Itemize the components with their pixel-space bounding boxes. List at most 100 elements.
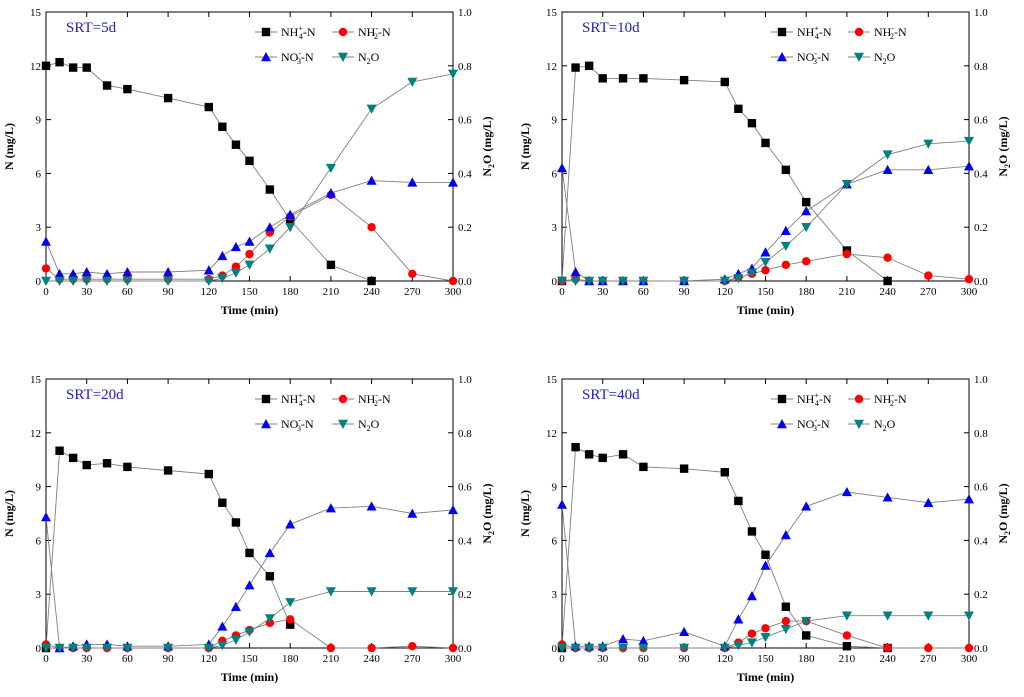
data-point-nh4 xyxy=(639,462,648,472)
y2-axis-label: N2O (mg/L) xyxy=(480,483,496,543)
data-point-n2o xyxy=(81,276,92,286)
data-point-nh4 xyxy=(571,442,580,452)
y-tick-label: 3 xyxy=(552,222,558,234)
y2-tick-label: 1.0 xyxy=(458,374,472,386)
y2-tick-label: 0.4 xyxy=(458,168,472,180)
data-point-n2o xyxy=(801,223,812,233)
x-tick-label: 90 xyxy=(679,653,691,665)
x-tick-label: 30 xyxy=(597,653,609,665)
y2-tick-label: 0.4 xyxy=(458,535,472,547)
data-point-no3 xyxy=(841,486,852,497)
x-tick-label: 150 xyxy=(757,286,774,298)
y-tick-label: 3 xyxy=(552,589,558,601)
legend-item-no3: NO-3-N xyxy=(771,49,830,66)
data-point-n2o xyxy=(163,276,174,286)
data-point-nh2 xyxy=(781,616,791,626)
legend-marker-nh2 xyxy=(338,394,348,404)
data-point-n2o xyxy=(719,276,730,286)
data-point-nh4 xyxy=(618,74,628,83)
data-point-n2o xyxy=(760,257,771,268)
y2-tick-label: 0.2 xyxy=(974,589,988,601)
legend-label-no3: NO-3-N xyxy=(797,416,830,433)
data-point-nh4 xyxy=(761,550,770,559)
data-point-nh4 xyxy=(326,260,336,270)
panel-srt-20d: 0 30 60 90 120 150 180 210 240 270 300 0 3 6 9 12 15 0.0 0… xyxy=(2,374,496,684)
data-point-nh4 xyxy=(584,450,594,459)
data-point-no3 xyxy=(41,512,51,522)
data-point-no3 xyxy=(81,267,92,277)
data-point-no3 xyxy=(407,177,418,187)
x-tick-label: 180 xyxy=(282,653,299,665)
x-tick-label: 240 xyxy=(879,286,896,298)
data-point-nh2 xyxy=(761,624,770,633)
legend-label-no3: NO-3-N xyxy=(797,49,830,66)
legend-marker-no3 xyxy=(777,52,787,62)
data-point-n2o xyxy=(366,104,377,114)
data-point-n2o xyxy=(203,643,214,653)
data-point-nh4 xyxy=(123,462,132,472)
y-tick-label: 6 xyxy=(36,535,42,547)
y-tick-label: 9 xyxy=(36,115,42,127)
legend-item-no3: NO-3-N xyxy=(771,416,830,433)
legend-label-nh2: NH-2-N xyxy=(358,24,391,41)
y-tick-label: 0 xyxy=(552,276,558,288)
x-axis-label: Time (min) xyxy=(221,303,278,317)
data-point-n2o xyxy=(68,643,79,653)
legend-marker-nh4 xyxy=(261,27,271,37)
x-tick-label: 300 xyxy=(961,286,978,298)
x-tick-label: 270 xyxy=(404,286,421,298)
data-point-n2o xyxy=(638,643,649,653)
data-point-n2o xyxy=(325,163,336,174)
legend-marker-no3 xyxy=(777,419,787,429)
data-point-n2o xyxy=(719,643,730,653)
y2-tick-label: 0.2 xyxy=(974,222,988,234)
y2-tick-label: 0.2 xyxy=(458,222,472,234)
data-point-no3 xyxy=(801,206,812,216)
legend-item-nh4: NH+ 4-N xyxy=(255,391,316,408)
y2-tick-label: 0.2 xyxy=(458,589,472,601)
y-tick-label: 0 xyxy=(36,643,42,655)
data-point-no3 xyxy=(230,241,241,252)
data-point-nh2 xyxy=(747,629,757,638)
y2-tick-label: 0.0 xyxy=(974,643,988,655)
y2-tick-label: 0.0 xyxy=(974,276,988,288)
y-tick-label: 6 xyxy=(552,168,558,180)
x-tick-label: 240 xyxy=(363,653,380,665)
data-point-n2o xyxy=(203,276,214,286)
series-line-nh4 xyxy=(561,446,888,649)
data-point-no3 xyxy=(679,626,690,637)
data-point-nh2 xyxy=(964,643,974,653)
panel-srt-40d: 0 30 60 90 120 150 180 210 240 270 300 0 3 6 9 12 15 0.0 0… xyxy=(518,374,1012,684)
plot-area xyxy=(557,61,974,286)
y-tick-label: 6 xyxy=(36,168,42,180)
data-point-no3 xyxy=(54,268,65,279)
legend-label-no3: NO-3-N xyxy=(281,49,314,66)
data-point-no3 xyxy=(746,590,757,601)
panel-title: SRT=20d xyxy=(66,387,124,403)
data-point-no3 xyxy=(923,164,934,175)
legend-label-nh4: NH+ 4-N xyxy=(281,24,316,41)
data-point-n2o xyxy=(102,276,113,286)
x-tick-label: 120 xyxy=(201,653,218,665)
data-point-n2o xyxy=(597,643,608,653)
legend-item-nh2: NH-2-N xyxy=(332,391,391,408)
legend: NH+ 4-N NH-2-N NO-3-N N2O xyxy=(255,391,391,433)
panel-title: SRT=5d xyxy=(66,20,117,36)
legend-marker-n2o xyxy=(854,52,864,62)
data-point-no3 xyxy=(285,209,296,219)
data-point-n2o xyxy=(841,611,852,621)
legend-item-nh2: NH-2-N xyxy=(848,391,907,408)
data-point-nh4 xyxy=(734,496,743,506)
data-point-n2o xyxy=(557,643,567,653)
legend: NH+ 4-N NH-2-N NO-3-N N2O xyxy=(255,24,391,66)
legend-marker-no3 xyxy=(261,52,271,62)
y-tick-label: 3 xyxy=(36,589,42,601)
y2-tick-label: 0.6 xyxy=(974,482,988,494)
y-tick-label: 12 xyxy=(546,61,557,73)
x-axis-label: Time (min) xyxy=(737,670,794,684)
data-point-nh2 xyxy=(964,275,974,284)
data-point-nh4 xyxy=(204,469,213,479)
data-point-nh4 xyxy=(231,518,241,527)
data-point-nh2 xyxy=(883,643,892,653)
data-point-n2o xyxy=(54,643,65,653)
